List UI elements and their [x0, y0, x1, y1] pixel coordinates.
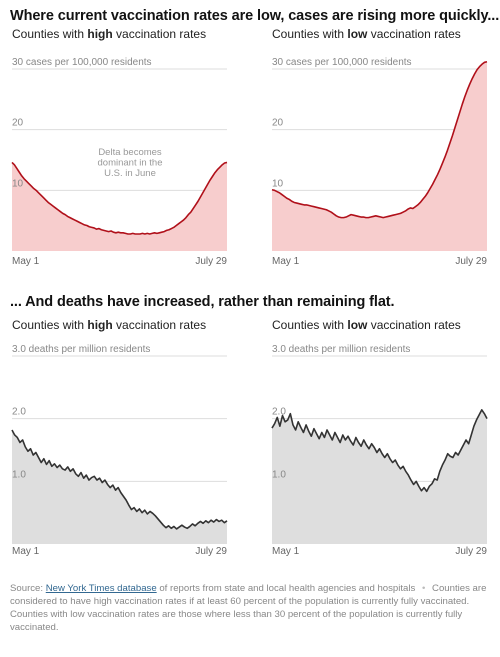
- annotation-line: U.S. in June: [104, 168, 156, 179]
- deaths-low-x-end: July 29: [455, 546, 487, 557]
- series-line: [271, 60, 488, 219]
- unit-label: 3.0 deaths per million residents: [272, 344, 410, 355]
- y-tick-label: 10: [272, 178, 284, 189]
- deaths-high-chart: 3.0 deaths per million residents 2.0 1.0: [11, 344, 228, 544]
- series-area: [12, 162, 227, 251]
- cases-high-panel: Counties with high vaccination rates 30 …: [11, 27, 228, 267]
- panel-title-suffix: vaccination rates: [367, 318, 461, 332]
- panel-title-prefix: Counties with: [12, 27, 88, 41]
- deaths-low-panel-title: Counties with low vaccination rates: [272, 318, 487, 332]
- panel-title-group: high: [87, 27, 113, 41]
- cases-low-x-start: May 1: [272, 256, 300, 267]
- unit-label: 3.0 deaths per million residents: [12, 344, 150, 355]
- cases-low-x-end: July 29: [455, 256, 487, 267]
- panel-title-group: low: [347, 27, 368, 41]
- series-area: [272, 409, 487, 544]
- y-tick-label: 2.0: [272, 407, 286, 418]
- cases-low-chart: 30 cases per 100,000 residents 20 10: [271, 57, 488, 251]
- deaths-high-panel: Counties with high vaccination rates 3.0…: [11, 318, 228, 557]
- deaths-low-x-start: May 1: [272, 546, 300, 557]
- y-tick-label: 20: [272, 118, 284, 129]
- y-tick-label: 1.0: [12, 469, 26, 480]
- panel-title-group: low: [347, 318, 368, 332]
- y-tick-label: 10: [12, 178, 24, 189]
- y-tick-label: 20: [12, 118, 24, 129]
- cases-section-title: Where current vaccination rates are low,…: [10, 8, 500, 24]
- panel-title-prefix: Counties with: [12, 318, 88, 332]
- chart-footer: Source: New York Times database of repor…: [10, 582, 488, 634]
- deaths-high-x-end: July 29: [195, 546, 227, 557]
- source-suffix: of reports from state and local health a…: [156, 583, 416, 594]
- cases-high-panel-title: Counties with high vaccination rates: [12, 27, 227, 41]
- panel-title-suffix: vaccination rates: [367, 27, 461, 41]
- unit-label: 30 cases per 100,000 residents: [272, 57, 412, 68]
- y-tick-label: 2.0: [12, 407, 26, 418]
- cases-low-panel-title: Counties with low vaccination rates: [272, 27, 487, 41]
- y-tick-label: 1.0: [272, 469, 286, 480]
- footer-separator: •: [422, 583, 426, 594]
- deaths-low-chart: 3.0 deaths per million residents 2.0 1.0: [271, 344, 488, 544]
- panel-title-prefix: Counties with: [272, 27, 348, 41]
- panel-title-group: high: [87, 318, 113, 332]
- source-link[interactable]: New York Times database: [45, 583, 157, 594]
- annotation-text: Delta becomes dominant in the U.S. in June: [98, 147, 163, 179]
- annotation-line: Delta becomes: [98, 147, 162, 158]
- footer-note: Counties are considered to have high vac…: [10, 583, 487, 633]
- panel-title-suffix: vaccination rates: [112, 27, 207, 41]
- cases-low-panel: Counties with low vaccination rates 30 c…: [271, 27, 488, 267]
- deaths-high-panel-title: Counties with high vaccination rates: [12, 318, 227, 332]
- series-line: [11, 161, 228, 235]
- series-line: [11, 429, 228, 530]
- cases-high-x-end: July 29: [195, 256, 227, 267]
- deaths-section-title: ... And deaths have increased, rather th…: [10, 294, 395, 310]
- deaths-high-x-start: May 1: [12, 546, 40, 557]
- unit-label: 30 cases per 100,000 residents: [12, 57, 152, 68]
- panel-title-prefix: Counties with: [272, 318, 348, 332]
- source-prefix: Source:: [10, 583, 46, 594]
- series-area: [12, 429, 227, 544]
- deaths-low-panel: Counties with low vaccination rates 3.0 …: [271, 318, 488, 557]
- series-line: [271, 409, 488, 493]
- series-area: [272, 61, 487, 251]
- cases-high-chart: 30 cases per 100,000 residents 20 10 Delta …: [11, 57, 228, 251]
- cases-high-x-start: May 1: [12, 256, 40, 267]
- annotation-line: dominant in the: [98, 158, 163, 169]
- panel-title-suffix: vaccination rates: [112, 318, 207, 332]
